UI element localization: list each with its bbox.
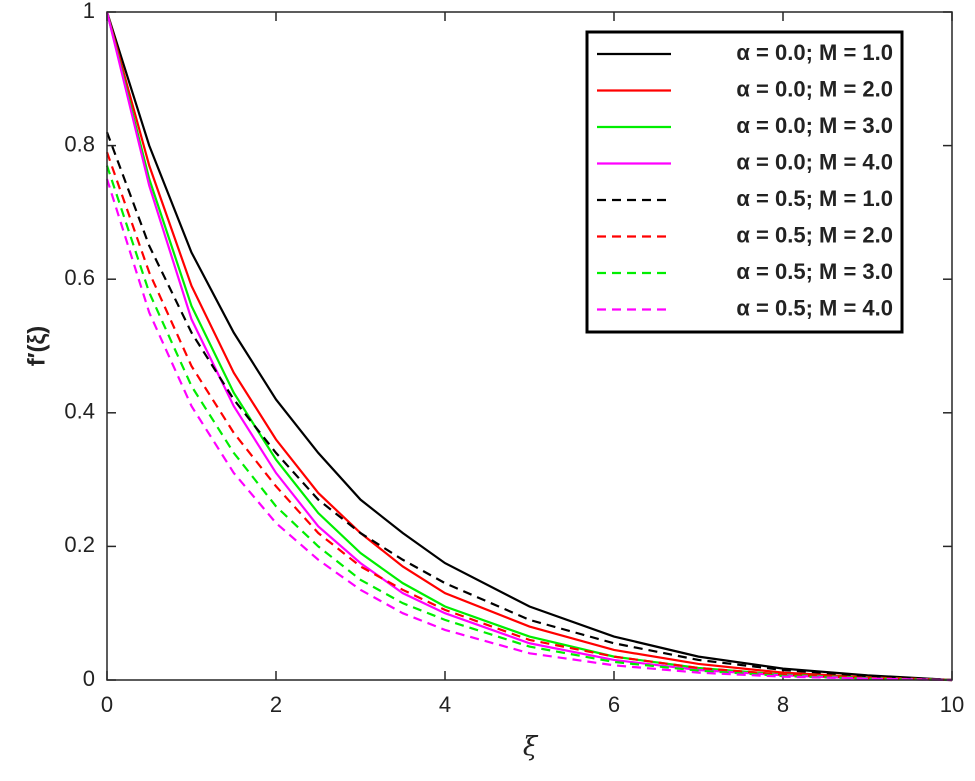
x-tick-label: 0 <box>101 692 113 717</box>
y-tick-label: 0 <box>83 666 95 691</box>
x-tick-label: 10 <box>940 692 964 717</box>
x-tick-label: 8 <box>777 692 789 717</box>
line-series <box>105 11 953 682</box>
legend-label: α = 0.0; M = 1.0 <box>736 40 893 65</box>
line-series <box>105 178 953 682</box>
x-tick-label: 6 <box>608 692 620 717</box>
y-tick-label: 0.2 <box>64 532 95 557</box>
line-series <box>105 131 953 682</box>
legend-label: α = 0.0; M = 2.0 <box>736 76 893 101</box>
legend-label: α = 0.5; M = 1.0 <box>736 186 893 211</box>
line-series <box>105 151 953 682</box>
y-tick-label: 0.8 <box>64 131 95 156</box>
y-axis-label: f′(ξ) <box>23 326 50 366</box>
legend-label: α = 0.5; M = 3.0 <box>736 259 893 284</box>
x-tick-label: 4 <box>439 692 451 717</box>
legend-label: α = 0.0; M = 3.0 <box>736 113 893 138</box>
y-tick-label: 1 <box>83 0 95 23</box>
y-tick-label: 0.6 <box>64 265 95 290</box>
legend-label: α = 0.5; M = 2.0 <box>736 222 893 247</box>
y-tick-label: 0.4 <box>64 399 95 424</box>
line-series <box>105 165 953 682</box>
legend-label: α = 0.0; M = 4.0 <box>736 149 893 174</box>
axes-box <box>106 11 953 681</box>
line-series <box>105 11 953 682</box>
x-axis-label: ξ <box>523 732 539 762</box>
legend-box <box>585 30 904 334</box>
x-tick-label: 2 <box>270 692 282 717</box>
legend-label: α = 0.5; M = 4.0 <box>736 295 893 320</box>
